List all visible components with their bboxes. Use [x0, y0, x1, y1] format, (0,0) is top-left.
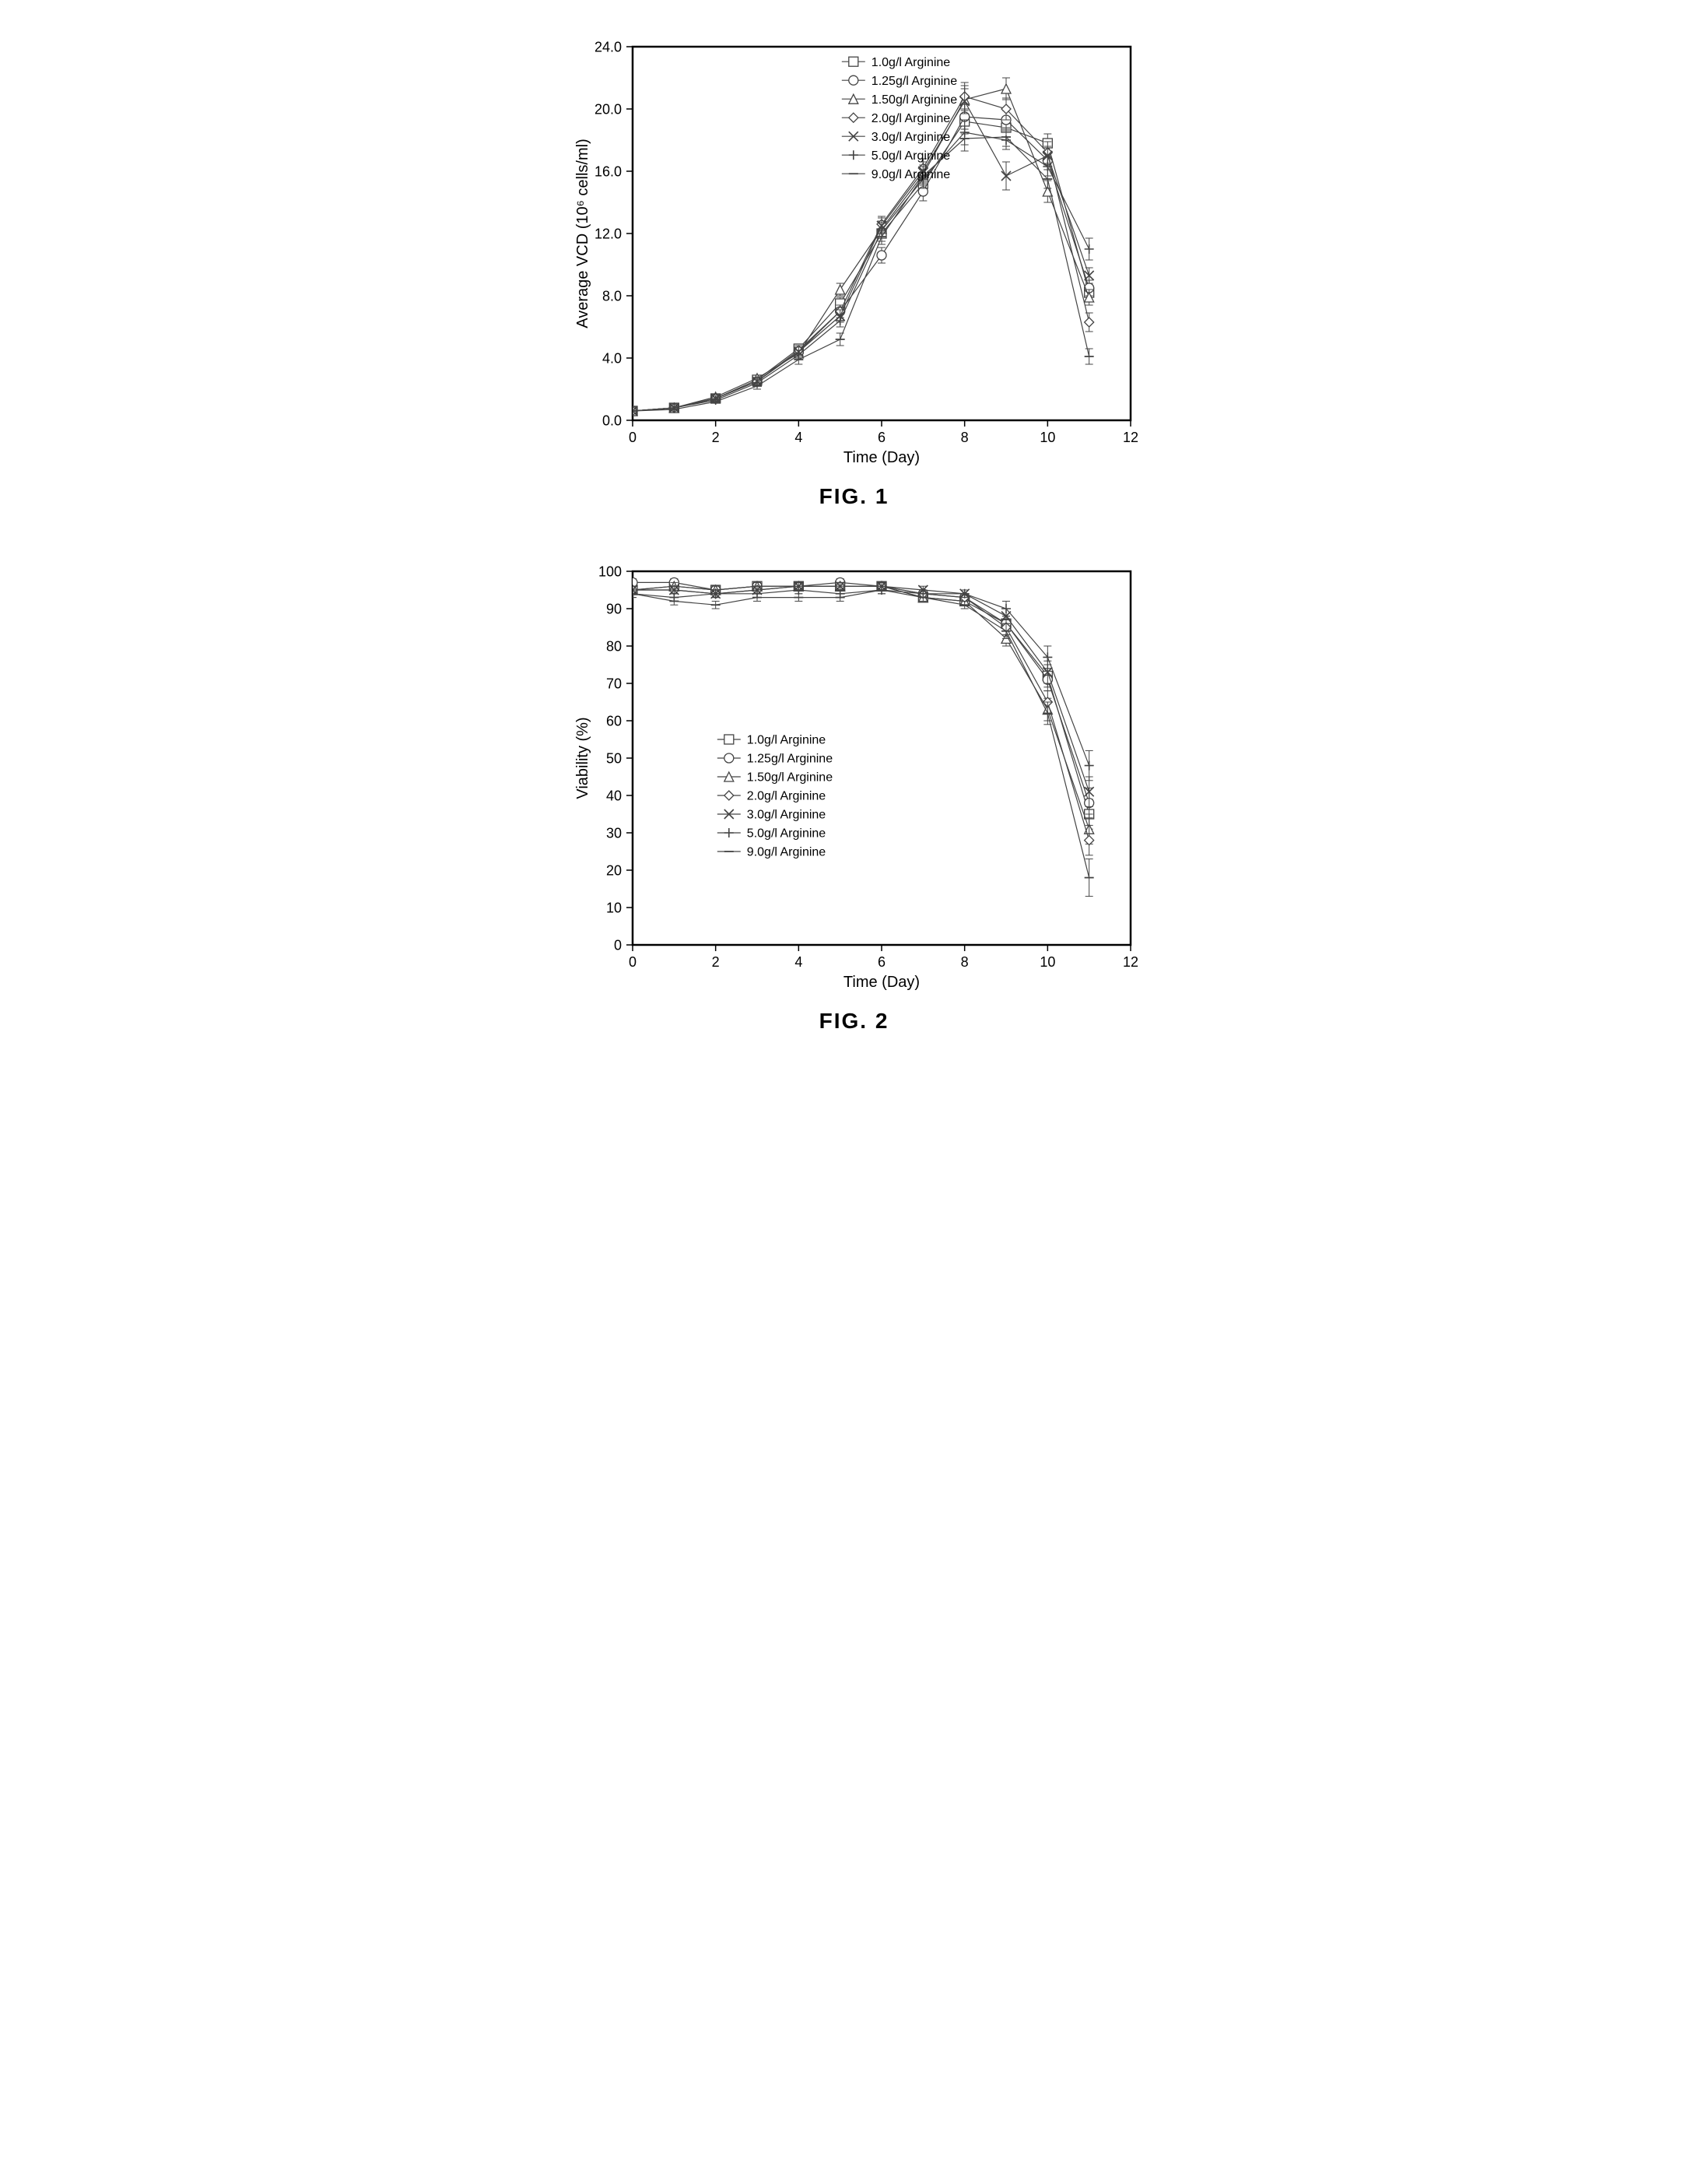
svg-text:10: 10 — [1040, 430, 1055, 445]
svg-text:12: 12 — [1122, 430, 1138, 445]
svg-text:40: 40 — [605, 788, 621, 803]
svg-text:8: 8 — [960, 954, 968, 970]
svg-text:1.0g/l Arginine: 1.0g/l Arginine — [871, 56, 950, 69]
svg-text:30: 30 — [605, 825, 621, 841]
svg-text:2: 2 — [711, 430, 719, 445]
svg-text:Viability (%): Viability (%) — [574, 717, 591, 799]
svg-text:1.0g/l Arginine: 1.0g/l Arginine — [746, 734, 826, 747]
svg-text:9.0g/l Arginine: 9.0g/l Arginine — [871, 168, 950, 181]
svg-text:90: 90 — [605, 601, 621, 616]
svg-text:4: 4 — [794, 954, 802, 970]
svg-text:0: 0 — [613, 937, 621, 953]
svg-text:1.50g/l Arginine: 1.50g/l Arginine — [871, 93, 956, 107]
svg-text:1.25g/l Arginine: 1.25g/l Arginine — [746, 753, 832, 766]
svg-text:10: 10 — [1040, 954, 1055, 970]
svg-text:5.0g/l Arginine: 5.0g/l Arginine — [746, 827, 826, 841]
svg-text:2: 2 — [711, 954, 719, 970]
svg-text:Time (Day): Time (Day) — [843, 449, 919, 466]
svg-text:1.50g/l Arginine: 1.50g/l Arginine — [746, 771, 832, 785]
svg-text:24.0: 24.0 — [594, 39, 621, 54]
svg-text:1.25g/l Arginine: 1.25g/l Arginine — [871, 75, 956, 88]
svg-text:2.0g/l Arginine: 2.0g/l Arginine — [746, 790, 826, 803]
fig1-chart: 0 2 4 6 8 10 12 0.0 4.0 8.0 12.0 16.0 20.0 24.0 Time (… — [563, 31, 1146, 475]
svg-text:8: 8 — [960, 430, 968, 445]
svg-text:5.0g/l Arginine: 5.0g/l Arginine — [871, 149, 950, 163]
figure-2: 0 2 4 6 8 10 12 0 10 20 30 40 50 60 70 80 90 100 Time (Day… — [563, 556, 1146, 1034]
svg-text:20.0: 20.0 — [594, 101, 621, 117]
svg-text:60: 60 — [605, 713, 621, 729]
svg-text:100: 100 — [598, 564, 621, 579]
fig2-chart: 0 2 4 6 8 10 12 0 10 20 30 40 50 60 70 80 90 100 Time (Day… — [563, 556, 1146, 999]
svg-text:0: 0 — [628, 954, 636, 970]
svg-text:12: 12 — [1122, 954, 1138, 970]
figure-1: 0 2 4 6 8 10 12 0.0 4.0 8.0 12.0 16.0 20.0 24.0 Time (… — [563, 31, 1146, 509]
svg-text:Time (Day): Time (Day) — [843, 974, 919, 991]
svg-text:8.0: 8.0 — [601, 288, 621, 304]
svg-text:4.0: 4.0 — [601, 350, 621, 366]
svg-text:6: 6 — [877, 954, 885, 970]
svg-text:3.0g/l Arginine: 3.0g/l Arginine — [746, 809, 826, 822]
svg-text:2.0g/l Arginine: 2.0g/l Arginine — [871, 112, 950, 125]
svg-text:20: 20 — [605, 862, 621, 878]
svg-text:50: 50 — [605, 750, 621, 766]
fig1-label: FIG. 1 — [819, 484, 889, 509]
svg-text:4: 4 — [794, 430, 802, 445]
svg-text:0.0: 0.0 — [601, 413, 621, 428]
svg-text:10: 10 — [605, 900, 621, 915]
svg-text:9.0g/l Arginine: 9.0g/l Arginine — [746, 846, 826, 859]
svg-text:Average VCD (10⁶ cells/ml): Average VCD (10⁶ cells/ml) — [574, 139, 591, 328]
svg-text:12.0: 12.0 — [594, 226, 621, 241]
svg-text:80: 80 — [605, 638, 621, 654]
svg-text:6: 6 — [877, 430, 885, 445]
fig2-label: FIG. 2 — [819, 1009, 889, 1034]
svg-text:0: 0 — [628, 430, 636, 445]
svg-text:16.0: 16.0 — [594, 163, 621, 179]
svg-text:70: 70 — [605, 676, 621, 691]
svg-text:3.0g/l Arginine: 3.0g/l Arginine — [871, 131, 950, 144]
